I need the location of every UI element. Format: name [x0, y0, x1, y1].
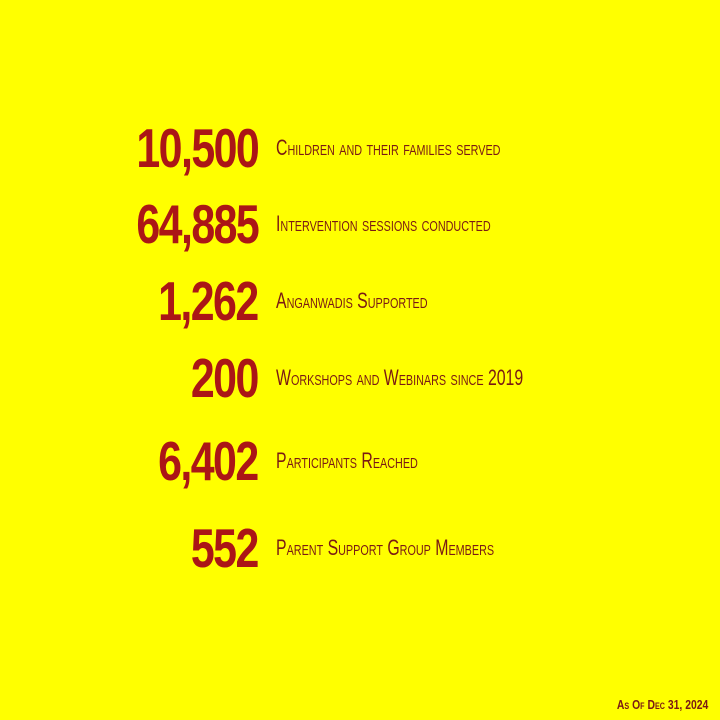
stat-number: 6,402 — [158, 430, 259, 492]
stat-number: 552 — [191, 517, 259, 579]
stat-label: Intervention sessions conducted — [276, 211, 491, 236]
stat-label: Participants Reached — [276, 448, 418, 473]
stat-row: 552 Parent Support Group Members — [0, 518, 720, 578]
stat-row: 200 Workshops and Webinars since 2019 — [0, 348, 720, 408]
stat-number: 64,885 — [136, 193, 259, 255]
stat-label: Anganwadis Supported — [276, 288, 428, 313]
stat-row: 1,262 Anganwadis Supported — [0, 271, 720, 331]
stat-row: 10,500 Children and their families serve… — [0, 118, 720, 178]
stat-label: Parent Support Group Members — [276, 535, 495, 560]
stat-number: 200 — [191, 347, 259, 409]
stat-row: 64,885 Intervention sessions conducted — [0, 194, 720, 254]
stat-label: Workshops and Webinars since 2019 — [276, 365, 524, 390]
stat-number: 10,500 — [136, 117, 259, 179]
stat-label: Children and their families served — [276, 135, 501, 160]
stat-number: 1,262 — [158, 270, 259, 332]
as-of-date-note: As Of Dec 31, 2024 — [616, 697, 708, 712]
stat-row: 6,402 Participants Reached — [0, 431, 720, 491]
